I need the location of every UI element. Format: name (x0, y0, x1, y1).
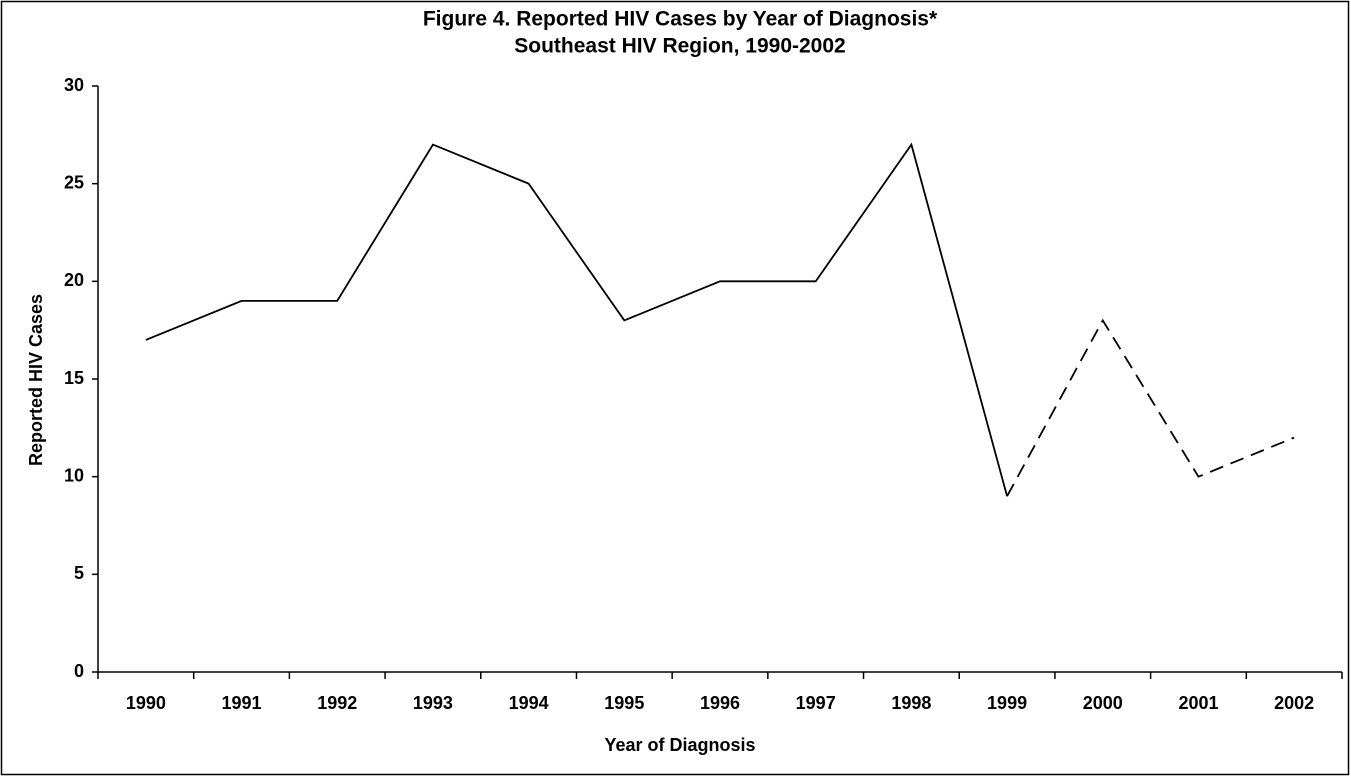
x-axis-label: Year of Diagnosis (604, 735, 755, 755)
data-line (145, 142, 1008, 497)
x-tick-label: 1998 (891, 693, 931, 713)
y-axis-label: Reported HIV Cases (26, 294, 46, 466)
x-tick-label: 2002 (1274, 693, 1314, 713)
chart-title: Figure 4. Reported HIV Cases by Year of … (423, 8, 938, 31)
y-tick-label: 15 (64, 368, 84, 388)
x-tick-label: 1995 (604, 693, 644, 713)
y-tick-label: 5 (74, 563, 84, 583)
x-tick-label: 1990 (126, 693, 166, 713)
y-tick-label: 20 (64, 270, 84, 290)
x-tick-label: 1994 (509, 693, 549, 713)
x-tick-label: 1993 (413, 693, 453, 713)
chart-subtitle: Southeast HIV Region, 1990-2002 (514, 35, 845, 58)
y-tick-label: 10 (64, 465, 84, 485)
x-tick-label: 1992 (317, 693, 357, 713)
y-tick-label: 25 (64, 172, 84, 192)
x-tick-label: 1997 (796, 693, 836, 713)
x-tick-label: 2001 (1178, 693, 1218, 713)
x-tick-label: 1996 (700, 693, 740, 713)
x-tick-label: 1999 (987, 693, 1027, 713)
y-tick-label: 30 (64, 75, 84, 95)
y-tick-label: 0 (74, 661, 84, 681)
x-tick-label: 2000 (1083, 693, 1123, 713)
data-line (1006, 318, 1295, 497)
x-tick-label: 1991 (222, 693, 262, 713)
